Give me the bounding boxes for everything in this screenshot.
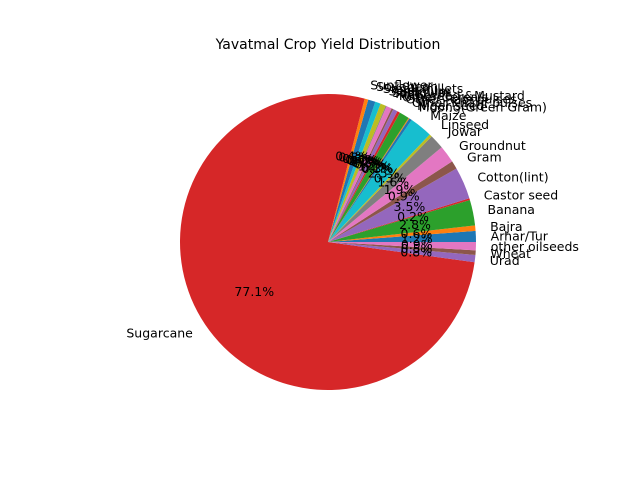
pie-slice-label: Other Cereals <box>402 90 488 105</box>
pie-percent-label: 0.5% <box>401 241 433 256</box>
pie-slice-other-cereals <box>328 109 398 242</box>
pie-percent-label: 0.2% <box>397 209 429 224</box>
pie-slice-bajra <box>328 225 476 242</box>
pie-percent-label: 0.6% <box>345 152 377 167</box>
pie-slice-label: Sunflower <box>370 77 433 92</box>
pie-slice-label: Rice <box>395 86 422 101</box>
pie-percent-label: 0.9% <box>388 188 420 203</box>
pie-slice-moong-green-gram <box>328 118 412 242</box>
pie-slice-label: Jowar <box>447 124 483 139</box>
pie-slice-label: Rapeseed &Mustard <box>399 88 525 103</box>
pie-slice-soyabean <box>328 99 376 242</box>
pie-percent-label: 0.1% <box>347 153 379 168</box>
pie-slice-sunflower <box>328 98 369 242</box>
pie-slice-gram <box>328 161 457 242</box>
pie-slice-sugarcane <box>179 94 475 391</box>
pie-percent-label: 0.1% <box>361 160 393 175</box>
pie-slice-cotton-lint <box>328 168 470 242</box>
pie-slice-label: Soyabean <box>376 79 438 94</box>
pie-percent-label: 0.3% <box>354 156 386 171</box>
pie-slice-label: Gram <box>467 150 502 165</box>
pie-slice-label: other oilseeds <box>491 239 579 254</box>
pie-slice-other-rabi-pulses <box>328 111 400 242</box>
pie-percent-label: 2.5% <box>368 165 400 180</box>
pie-slice-label: Sesamum <box>389 83 451 98</box>
pie-slice-label: Cotton(lint) <box>477 170 548 185</box>
pie-percent-label: 0.2% <box>351 155 383 170</box>
pie-percent-label: 0.3% <box>374 171 406 186</box>
pie-slice-label: Maize <box>430 108 466 123</box>
pie-percent-label: 1.1% <box>358 158 390 173</box>
pie-slice-safflower <box>328 105 387 242</box>
pie-slice-jowar <box>328 136 442 242</box>
pie-slice-linseed <box>328 134 432 242</box>
pie-percent-label: 1.9% <box>384 182 416 197</box>
pie-slice-label: Groundnut <box>459 138 526 153</box>
pie-slice-label: Urad <box>490 253 520 268</box>
pie-slice-sesamum <box>328 103 386 242</box>
pie-slice-castor-seed <box>328 198 470 242</box>
pie-percent-label: 0.8% <box>400 244 432 259</box>
pie-percent-label: 3.5% <box>394 199 426 214</box>
pie-slice-other-oilseeds <box>328 242 476 251</box>
pie-percent-label: 1.6% <box>377 174 409 189</box>
pie-slice-rice <box>328 106 392 242</box>
pie-slice-label: Niger seed <box>417 98 484 113</box>
pie-slices <box>179 94 476 391</box>
pie-slice-label: Small millets <box>383 81 463 96</box>
pie-slice-label: Other Rabi pulses <box>406 91 517 106</box>
pie-percent-label: 77.1% <box>234 284 274 299</box>
pie-slice-label: Other Kharif pulses <box>412 95 532 110</box>
pie-slice-label: Arhar/Tur <box>491 228 549 243</box>
pie-percent-label: 0.3% <box>362 161 394 176</box>
pie-slice-arhar-tur <box>328 230 476 242</box>
pie-slice-label: Bajra <box>490 219 523 234</box>
pie-slice-wheat <box>328 242 476 255</box>
pie-percent-label: 0.6% <box>342 151 374 166</box>
pie-slice-label: Linseed <box>441 117 489 132</box>
pie-percent-labels: 1.2%0.6%2.8%0.2%3.5%0.9%1.9%1.6%0.3%2.5%… <box>234 149 432 299</box>
pie-slice-label: Banana <box>488 202 535 217</box>
chart-title: Yavatmal Crop Yield Distribution <box>215 37 441 53</box>
pie-slice-label: Sugarcane <box>126 325 193 340</box>
pie-slice-other-kharif-pulses <box>328 112 409 242</box>
pie-slice-maize <box>328 119 430 242</box>
pie-percent-label: 0.5% <box>353 155 385 170</box>
pie-percent-label: 1.2% <box>401 231 433 246</box>
pie-slice-niger-seed <box>328 117 410 242</box>
pie-slice-urad <box>328 242 476 263</box>
pie-percent-label: 0.9% <box>401 237 433 252</box>
pie-slice-small-millets <box>328 101 381 243</box>
pie-percent-label: 0.6% <box>401 226 433 241</box>
pie-slice-label: Safflower <box>392 85 451 100</box>
pie-percent-label: 0.6% <box>349 154 381 169</box>
pie-slice-label: Wheat <box>490 246 531 261</box>
pie-slice-label: Castor seed <box>484 187 558 202</box>
pie-slice-banana <box>328 199 476 242</box>
pie-slice-label: Moong(Green Gram) <box>419 99 547 114</box>
pie-percent-label: 0.8% <box>338 150 370 165</box>
pie-slice-rapeseed-mustard <box>328 108 394 242</box>
pie-slice-groundnut <box>328 147 453 242</box>
pie-percent-label: 0.4% <box>335 149 367 164</box>
pie-percent-label: 2.8% <box>399 217 431 232</box>
